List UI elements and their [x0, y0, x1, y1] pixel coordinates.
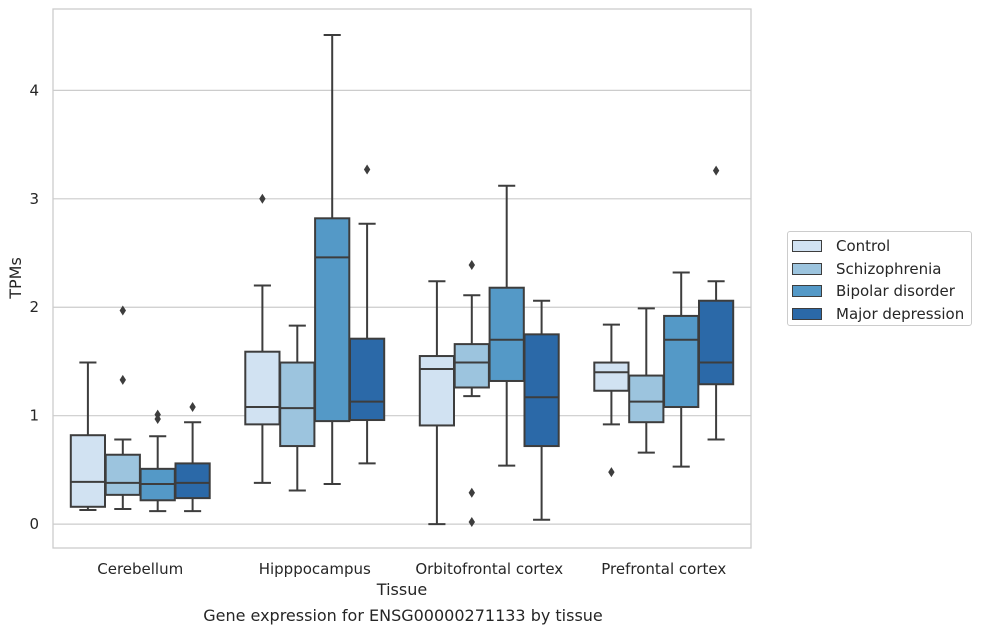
- legend-label: Control: [836, 237, 891, 255]
- box-schizophrenia-hipppocampus: [279, 324, 316, 492]
- box-control-hipppocampus: [244, 193, 281, 484]
- x-tick-label: Prefrontal cortex: [601, 560, 726, 578]
- box-control-orbitofrontal-cortex: [418, 280, 456, 526]
- x-axis-ticks: Cerebellum Hipppocampus Orbitofrontal cort…: [97, 560, 726, 578]
- legend-item: Major depression: [792, 304, 964, 324]
- box-iqr: [69, 434, 107, 508]
- box-major-depression-orbitofrontal-cortex: [523, 299, 560, 521]
- legend-swatch: [792, 240, 822, 252]
- legend-item: Bipolar disorder: [792, 281, 955, 301]
- outlier-point: [119, 305, 126, 316]
- y-axis-label: TPMs: [6, 257, 25, 300]
- box-bipolar-disorder-cerebellum: [139, 409, 176, 513]
- box-iqr: [523, 333, 560, 448]
- box-iqr: [488, 286, 525, 382]
- box-control-prefrontal-cortex: [593, 323, 630, 478]
- outlier-point: [468, 487, 475, 498]
- box-major-depression-prefrontal-cortex: [697, 165, 735, 441]
- box-schizophrenia-prefrontal-cortex: [628, 307, 665, 454]
- y-tick-label: 0: [29, 515, 39, 533]
- y-tick-label: 2: [29, 298, 39, 316]
- outlier-point: [259, 193, 266, 204]
- box-control-cerebellum: [69, 361, 107, 512]
- legend-label: Schizophrenia: [836, 259, 942, 278]
- legend-label: Bipolar disorder: [836, 282, 955, 300]
- y-tick-label: 3: [29, 190, 39, 208]
- legend-item: Schizophrenia: [792, 259, 941, 279]
- box-iqr: [593, 361, 630, 392]
- box-major-depression-cerebellum: [174, 402, 211, 513]
- legend-label: Major depression: [836, 304, 965, 323]
- box-schizophrenia-orbitofrontal-cortex: [453, 259, 490, 527]
- x-tick-label: Orbitofrontal cortex: [415, 560, 563, 578]
- outlier-point: [608, 467, 615, 478]
- box-iqr: [244, 350, 281, 426]
- figure-caption: Gene expression for ENSG00000271133 by t…: [203, 606, 603, 625]
- box-bipolar-disorder-hipppocampus: [314, 34, 351, 486]
- box-iqr: [663, 314, 700, 409]
- legend-swatch: [792, 307, 822, 320]
- x-tick-label: Cerebellum: [97, 560, 183, 578]
- legend: Control Schizophrenia Bipolar disorder Majo…: [787, 231, 972, 326]
- outlier-point: [468, 516, 475, 527]
- y-tick-label: 1: [29, 407, 39, 425]
- box-iqr: [174, 462, 211, 500]
- box-iqr: [348, 337, 386, 422]
- outlier-point: [712, 165, 720, 176]
- box-schizophrenia-cerebellum: [104, 305, 141, 510]
- legend-swatch: [792, 285, 822, 297]
- box-iqr: [697, 299, 735, 386]
- box-major-depression-hipppocampus: [348, 164, 386, 465]
- box-bipolar-disorder-orbitofrontal-cortex: [488, 184, 525, 467]
- box-bipolar-disorder-prefrontal-cortex: [663, 271, 700, 468]
- plot-area-frame: [52, 8, 752, 549]
- box-iqr: [104, 453, 141, 496]
- legend-swatch: [792, 262, 822, 275]
- boxes: [69, 34, 735, 527]
- outlier-point: [119, 374, 126, 385]
- legend-item: Control: [792, 236, 890, 256]
- outlier-point: [154, 413, 161, 424]
- x-axis-label: Tissue: [376, 580, 427, 599]
- box-iqr: [314, 217, 351, 423]
- box-iqr: [279, 361, 316, 448]
- box-iqr: [418, 355, 456, 427]
- x-tick-label: Hipppocampus: [259, 560, 371, 578]
- outlier-point: [189, 402, 196, 413]
- outlier-point: [468, 259, 475, 270]
- outlier-point: [363, 164, 371, 175]
- y-axis-ticks: 0 1 2 3 4: [29, 81, 39, 533]
- box-iqr: [453, 343, 490, 389]
- y-tick-label: 4: [29, 81, 39, 99]
- box-iqr: [628, 374, 665, 424]
